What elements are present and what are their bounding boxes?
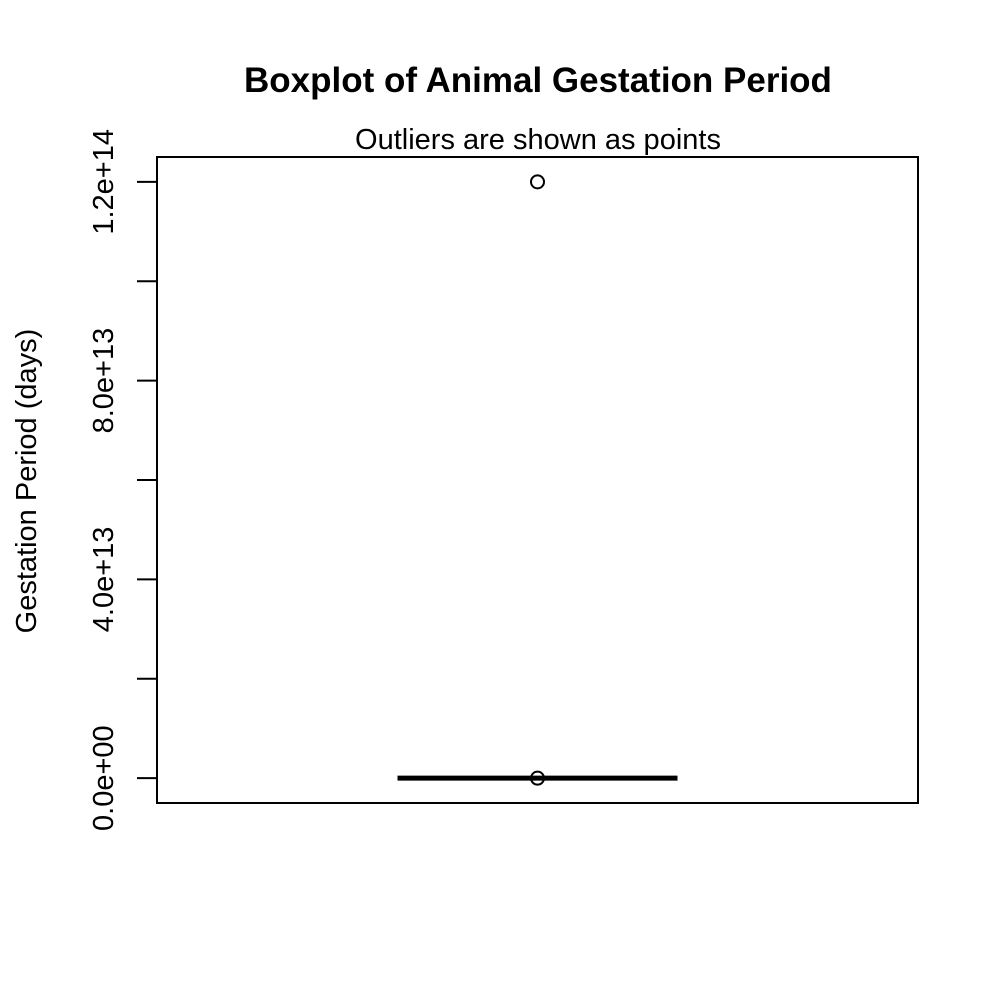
outlier-point — [530, 770, 545, 786]
y-tick-label: 0.0e+00 — [88, 725, 120, 831]
chart-subtitle: Outliers are shown as points — [355, 124, 721, 156]
plot-frame — [156, 156, 919, 804]
y-axis-ticks: 0.0e+00 4.0e+13 8.0e+13 1.2e+14 — [88, 129, 157, 831]
y-tick-label: 1.2e+14 — [88, 129, 120, 235]
y-tick-label: 4.0e+13 — [88, 527, 120, 633]
chart-title: Boxplot of Animal Gestation Period — [244, 61, 832, 100]
outlier-point — [530, 174, 545, 190]
y-axis-label: Gestation Period (days) — [11, 329, 43, 634]
y-tick-label: 8.0e+13 — [88, 328, 120, 434]
outlier-points — [530, 174, 545, 786]
